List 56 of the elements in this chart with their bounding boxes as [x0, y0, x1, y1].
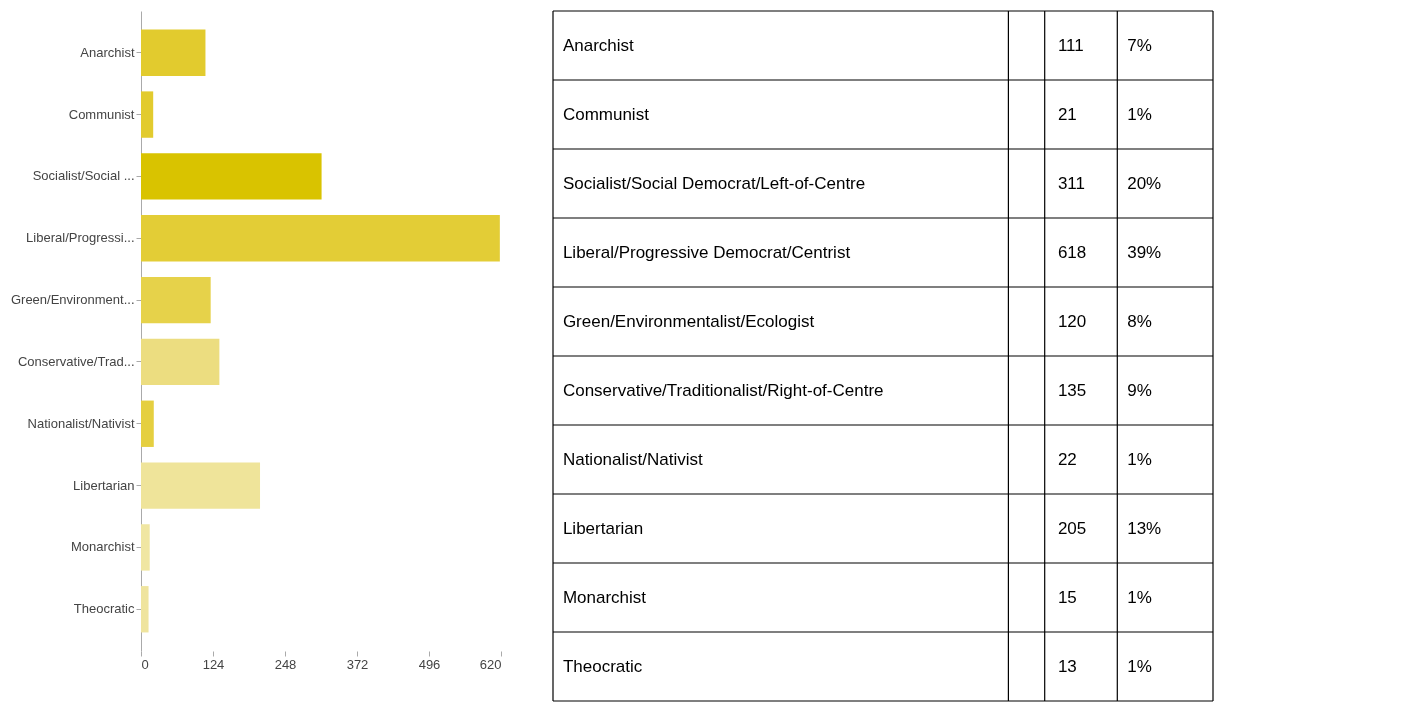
data-label: 1%	[1127, 656, 1152, 676]
data-label: 311	[1057, 173, 1086, 193]
data-label: 1%	[1127, 587, 1152, 607]
data-label: 15	[1057, 587, 1077, 607]
x-tick-label: 124	[202, 656, 225, 672]
data-label: 205	[1057, 518, 1087, 538]
bar	[141, 29, 206, 76]
data-label: 22	[1057, 449, 1077, 469]
data-label: 39%	[1127, 242, 1162, 262]
data-label: 9%	[1127, 380, 1152, 400]
category-label: Liberal/Progressive Democrat/Centrist	[562, 242, 851, 262]
y-tick-label: Libertarian	[73, 477, 135, 493]
data-label: 1%	[1127, 449, 1152, 469]
category-label: Socialist/Social Democrat/Left-of-Centre	[562, 173, 866, 193]
x-tick-label: 496	[418, 656, 441, 672]
bar	[141, 586, 149, 633]
category-label: Nationalist/Nativist	[562, 449, 703, 469]
y-tick-label: Conservative/Trad...	[17, 353, 135, 369]
data-label: 7%	[1127, 35, 1152, 55]
y-tick-label: Theocratic	[73, 601, 135, 617]
data-label: 618	[1057, 242, 1087, 262]
data-label: 1%	[1127, 104, 1152, 124]
category-label: Communist	[562, 104, 650, 124]
y-tick-label: Liberal/Progressi...	[26, 230, 135, 246]
data-label: 20%	[1127, 173, 1162, 193]
data-label: 13	[1057, 656, 1077, 676]
y-tick-label: Socialist/Social ...	[32, 168, 135, 184]
category-label: Monarchist	[562, 587, 647, 607]
category-label: Green/Environmentalist/Ecologist	[562, 311, 815, 331]
data-label: 135	[1057, 380, 1087, 400]
y-tick-label: Monarchist	[70, 539, 135, 555]
y-tick-label: Green/Environment...	[10, 292, 135, 308]
data-label: 8%	[1127, 311, 1152, 331]
x-tick-label: 248	[274, 656, 297, 672]
bar	[141, 462, 261, 509]
y-tick-label: Nationalist/Nativist	[27, 415, 135, 431]
bar	[141, 400, 154, 447]
x-tick-label: 0	[141, 656, 149, 672]
bar	[141, 91, 154, 138]
bar	[141, 215, 500, 262]
x-tick-label: 620	[479, 656, 502, 672]
bar	[141, 153, 322, 200]
category-label: Conservative/Traditionalist/Right-of-Centre	[562, 380, 884, 400]
category-label: Libertarian	[562, 518, 644, 538]
category-label: Anarchist	[562, 35, 635, 55]
y-tick-label: Anarchist	[80, 44, 135, 60]
bar	[141, 524, 150, 571]
x-tick-label: 372	[346, 656, 369, 672]
y-tick-label: Communist	[68, 106, 135, 122]
data-label: 21	[1057, 104, 1077, 124]
bar	[141, 276, 211, 324]
bar	[141, 338, 220, 386]
data-label: 120	[1057, 311, 1087, 331]
category-label: Theocratic	[562, 656, 643, 676]
data-label: 13%	[1127, 518, 1162, 538]
data-label: 111	[1057, 35, 1084, 55]
